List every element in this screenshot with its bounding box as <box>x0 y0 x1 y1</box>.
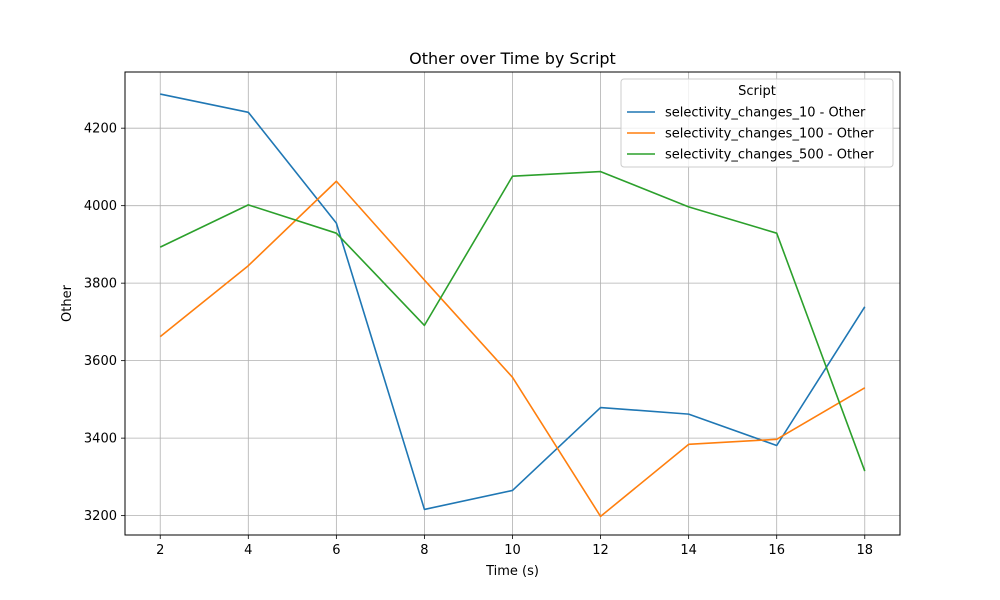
x-tick-label: 10 <box>504 543 521 558</box>
legend-entry-label: selectivity_changes_10 - Other <box>665 106 866 121</box>
legend-entries: selectivity_changes_10 - Other selectivit… <box>627 106 874 163</box>
legend-entry-label: selectivity_changes_500 - Other <box>665 148 874 163</box>
y-tick-label: 4200 <box>84 122 117 137</box>
y-axis-label: Other <box>60 284 75 322</box>
x-axis-label: Time (s) <box>485 564 539 579</box>
series-line-2 <box>159 180 866 518</box>
x-tick-label: 14 <box>680 543 697 558</box>
y-tick-label: 3600 <box>84 354 117 369</box>
x-tick-label: 18 <box>856 543 873 558</box>
legend-entry-label: selectivity_changes_100 - Other <box>665 127 874 142</box>
x-tick-label: 12 <box>592 543 609 558</box>
chart-title: Other over Time by Script <box>409 49 616 68</box>
legend-title: Script <box>738 84 776 99</box>
legend-box <box>620 78 894 168</box>
x-tick-label: 6 <box>332 543 340 558</box>
y-tick-label: 3200 <box>84 509 117 524</box>
y-tick-label: 3800 <box>84 277 117 292</box>
series-line-3 <box>159 170 866 472</box>
x-tick-label: 2 <box>156 543 164 558</box>
x-tick-label: 8 <box>420 543 428 558</box>
series-line-1 <box>160 93 866 511</box>
x-tick-label: 16 <box>768 543 785 558</box>
y-tick-label: 3400 <box>84 432 117 447</box>
series-lines <box>159 93 866 518</box>
y-tick-label: 4000 <box>84 199 117 214</box>
axis-ticks: 2 4 6 8 10 12 14 16 18 3200 3400 3600 3800 4000 4200 <box>84 122 873 558</box>
x-tick-label: 4 <box>244 543 252 558</box>
legend: Script selectivity_changes_10 - Othersel… <box>620 78 894 168</box>
